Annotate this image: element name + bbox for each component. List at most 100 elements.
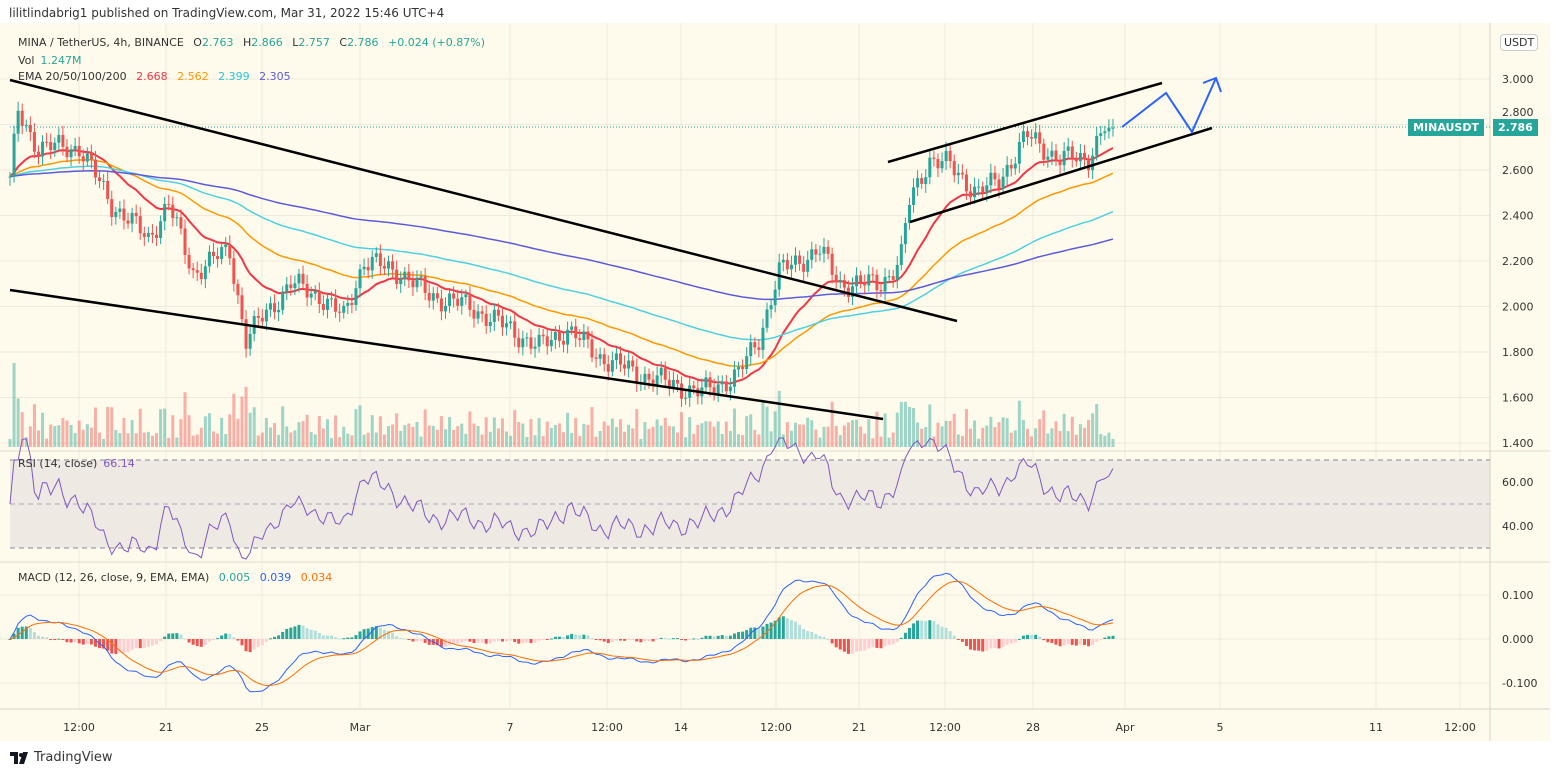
ascending-channel-upper-trendline[interactable] <box>887 81 1163 164</box>
macd-histogram-bar <box>761 626 765 639</box>
volume-legend[interactable]: Vol 1.247M <box>18 54 87 67</box>
macd-histogram-bar <box>1046 639 1050 643</box>
macd-histogram-bar <box>256 639 260 648</box>
macd-histogram-bar <box>41 636 45 639</box>
macd-histogram-bar <box>423 639 427 643</box>
macd-histogram-bar <box>12 633 16 639</box>
ascending-channel-lower-trendline[interactable] <box>909 126 1213 224</box>
macd-histogram-bar <box>871 639 875 648</box>
candle-body <box>924 177 928 184</box>
tradingview-logo[interactable]: TradingView <box>10 750 113 765</box>
currency-button[interactable]: USDT <box>1500 34 1539 51</box>
candle-body <box>1021 131 1025 142</box>
macd-histogram-bar <box>500 639 504 642</box>
ema200-line <box>9 170 1114 301</box>
volume-bar <box>1095 404 1099 447</box>
candle-body <box>395 269 399 285</box>
volume-bar <box>732 408 736 447</box>
volume-bar <box>289 432 293 447</box>
volume-bar <box>468 411 472 447</box>
projection-path[interactable] <box>1121 77 1217 135</box>
macd-tick-label: 0.000 <box>1502 633 1534 646</box>
candle-body <box>110 199 114 218</box>
candle-body <box>1058 160 1062 166</box>
candle-body <box>203 266 207 280</box>
macd-histogram-bar <box>1001 639 1005 648</box>
candle-body <box>350 302 354 306</box>
macd-histogram-bar <box>737 632 741 639</box>
ema200-value: 2.305 <box>259 70 291 83</box>
candle-body <box>728 386 732 392</box>
arrowhead-icon <box>1202 76 1222 93</box>
macd-histogram-bar <box>195 639 199 646</box>
candle-body <box>582 331 586 341</box>
candle-body <box>566 329 570 345</box>
volume-bar <box>671 426 675 447</box>
macd-histogram-bar <box>330 635 334 639</box>
candle-body <box>61 134 65 147</box>
candle-body <box>785 259 789 270</box>
candle-body <box>822 246 826 254</box>
macd-histogram-bar <box>49 639 53 640</box>
macd-histogram-bar <box>342 638 346 640</box>
candle-body <box>757 347 761 350</box>
candle-body <box>374 253 378 257</box>
macd-histogram-bar <box>362 629 366 639</box>
ema100-line <box>9 165 1114 341</box>
macd-histogram-bar <box>150 639 154 646</box>
macd-histogram-bar <box>582 634 586 639</box>
open-label: O <box>193 36 202 49</box>
symbol-price-tag: MINAUSDT <box>1408 119 1484 136</box>
macd-histogram-bar <box>248 639 252 653</box>
macd-legend[interactable]: MACD (12, 26, close, 9, EMA, EMA) 0.005 … <box>18 571 338 584</box>
descending-channel-lower-trendline[interactable] <box>9 288 884 421</box>
macd-histogram-bar <box>102 639 106 649</box>
volume-bar <box>696 424 700 447</box>
macd-histogram-bar <box>684 639 688 641</box>
candle-body <box>952 161 956 176</box>
macd-histogram-bar <box>350 637 354 639</box>
macd-histogram-bar <box>126 639 130 653</box>
candle-body <box>321 304 325 310</box>
candle-body <box>692 385 696 389</box>
volume-bar <box>232 393 236 447</box>
volume-bar <box>297 422 301 447</box>
candle-body <box>887 276 891 278</box>
candle-body <box>989 172 993 186</box>
volume-bar <box>309 431 313 447</box>
macd-histogram-bar <box>529 639 533 643</box>
volume-bar <box>374 432 378 447</box>
projection-arrow[interactable] <box>1121 76 1222 135</box>
time-tick-label: Mar <box>350 721 371 734</box>
candle-body <box>1070 146 1074 159</box>
symbol-legend[interactable]: MINA / TetherUS, 4h, BINANCE O2.763 H2.8… <box>18 36 491 49</box>
candle-body <box>1046 156 1050 160</box>
candle-body <box>370 256 374 271</box>
rsi-tick-label: 40.00 <box>1502 520 1534 533</box>
ema-legend[interactable]: EMA 20/50/100/200 2.668 2.562 2.399 2.30… <box>18 70 297 83</box>
macd-histogram-bar <box>675 638 679 640</box>
volume-bar <box>517 422 521 447</box>
candle-body <box>163 204 167 222</box>
volume-bar <box>1005 418 1009 447</box>
macd-histogram-bar <box>468 639 472 642</box>
volume-bar <box>1021 419 1025 447</box>
drawings[interactable] <box>9 78 1213 421</box>
volume-bar <box>53 426 57 447</box>
macd-histogram-bar <box>244 639 248 652</box>
candle-body <box>342 305 346 313</box>
macd-histogram-bar <box>496 639 500 641</box>
volume-bar <box>610 418 614 447</box>
candle-body <box>651 379 655 387</box>
candle-body <box>1013 163 1017 169</box>
macd-histogram-bar <box>952 635 956 639</box>
macd-histogram-bar <box>985 639 989 651</box>
rsi-legend[interactable]: RSI (14, close) 66.14 <box>18 457 141 470</box>
volume-bar <box>248 412 252 447</box>
volume-bar <box>224 434 228 447</box>
candle-body <box>960 172 964 175</box>
brand-name: TradingView <box>34 750 113 765</box>
macd-histogram-bar <box>578 635 582 639</box>
descending-channel-upper-trendline[interactable] <box>9 78 958 323</box>
